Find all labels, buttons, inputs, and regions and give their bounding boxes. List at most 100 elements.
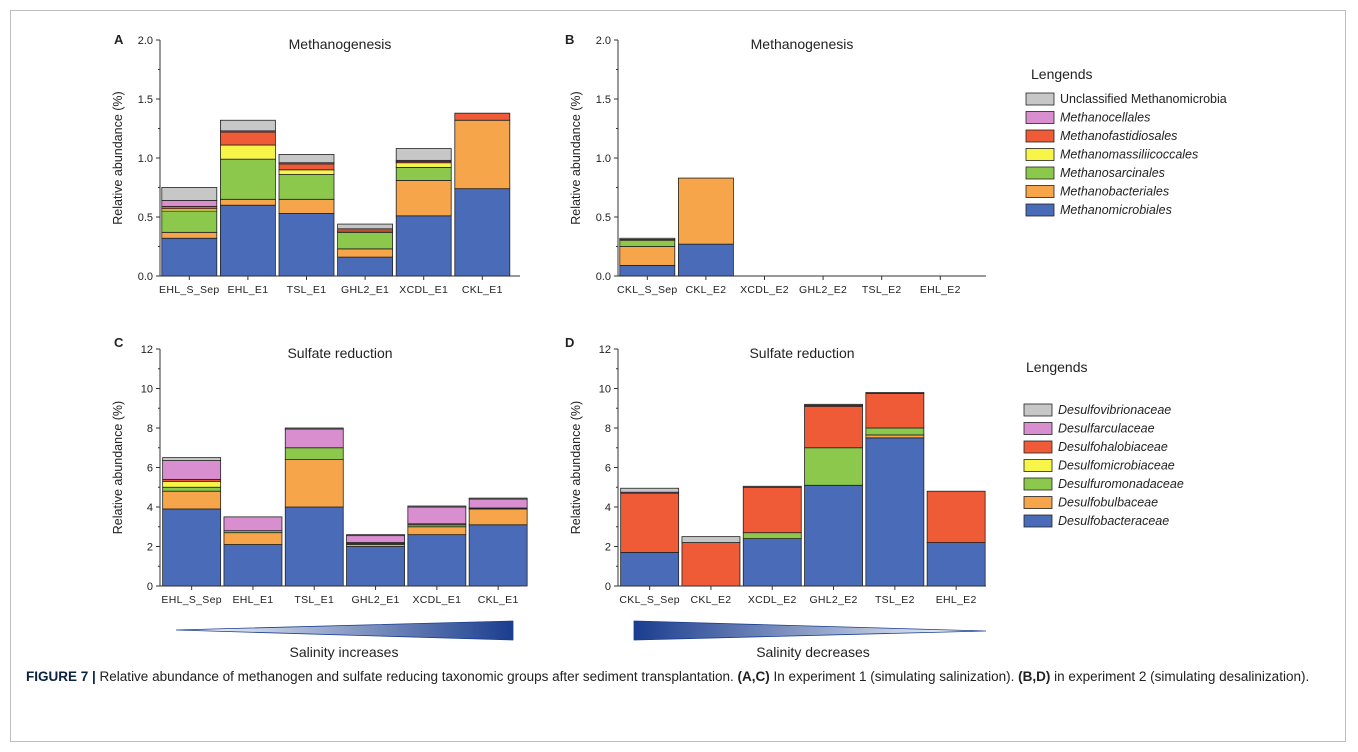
x-tick-label: GHL2_E2: [809, 594, 857, 606]
legend-swatch-methanobacteriales: [1025, 185, 1055, 198]
legend-swatch-unclassified-methanomicrobia: [1025, 92, 1055, 106]
methanogen-legend: Lengends Unclassified Methanomicrobia Meth…: [1025, 66, 1227, 217]
bar-segment-unclassified-methanomicrobia-tsl-e1: [278, 154, 335, 164]
legend-swatch-desulfobulbaceae: [1023, 496, 1053, 509]
bar-segment-desulfobacteraceae-xcdl-e1: [407, 534, 467, 587]
bar-segment-desulfobacteraceae-ckl-e1: [468, 524, 528, 587]
y-axis-label: Relative abundance (%): [569, 91, 583, 224]
bar-segment-methanomicrobiales-tsl-e1: [278, 213, 335, 277]
bar-segment-unclassified-methanomicrobia-xcdl-e1: [395, 148, 452, 161]
bar-segment-methanofastidiosales-tsl-e1: [278, 163, 335, 171]
y-tick-label: 2: [605, 542, 611, 554]
x-tick-label: TSL_E2: [862, 284, 902, 296]
legend-item-methanomicrobiales: Methanomicrobiales: [1060, 203, 1172, 217]
panel-d-sulfate-reduction-chart: D 0 2 4 6 8 10 12 Relative abundance (%) Sulfate …: [565, 335, 986, 606]
panel-c-sulfate-reduction-chart: C 0 2 4 6 8 10 12 Relative abundance (%) Sulfate …: [111, 335, 528, 606]
bar-segment-methanobacteriales-ghl2-e1: [337, 248, 394, 258]
legend-title: Lengends: [1026, 359, 1088, 375]
panel-letter: B: [565, 32, 574, 47]
x-tick-label: CKL_S_Sep: [617, 284, 678, 296]
y-tick-label: 2: [147, 542, 153, 554]
legend-swatch-desulfarculaceae: [1023, 422, 1053, 435]
bar-segment-desulfobacteraceae-ckl-s-sep: [620, 552, 680, 587]
x-tick-label: GHL2_E1: [341, 284, 389, 296]
bar-segment-methanosarcinales-xcdl-e1: [395, 167, 452, 181]
legend-item-unclassified-methanomicrobia: Unclassified Methanomicrobia: [1060, 92, 1227, 106]
bar-segment-desulfovibrionaceae-ehl-s-sep: [162, 457, 222, 461]
legend-swatch-methanomicrobiales: [1025, 203, 1055, 217]
bar-segment-desulfovibrionaceae-ckl-s-sep: [620, 487, 680, 493]
legend-item-desulfobacteraceae: Desulfobacteraceae: [1058, 514, 1169, 528]
bar-segment-methanosarcinales-ckl-s-sep: [619, 240, 676, 247]
x-tick-label: GHL2_E1: [351, 594, 399, 606]
salinity-decreases-wedge: [633, 620, 987, 641]
salinity-increases-wedge: [175, 620, 514, 641]
bar-segment-desulfarculaceae-xcdl-e1: [407, 506, 467, 525]
x-tick-label: TSL_E1: [287, 284, 327, 296]
caption-ref-bd: (B,D): [1018, 669, 1051, 684]
legend-item-desulfobulbaceae: Desulfobulbaceae: [1058, 496, 1158, 510]
bar-segment-methanobacteriales-ckl-e2: [678, 177, 734, 245]
x-tick-label: EHL_E1: [232, 594, 273, 606]
bar-segment-desulfobacteraceae-ehl-e1: [223, 544, 283, 587]
y-tick-label: 1.0: [138, 153, 153, 165]
bar-segment-desulfobacteraceae-ghl2-e1: [346, 546, 405, 587]
bar-segment-desulfovibrionaceae-tsl-e2: [865, 392, 925, 394]
bar-segment-desulfovibrionaceae-ckl-e2: [681, 536, 741, 543]
bar-segment-methanomassiliicoccales-xcdl-e1: [395, 162, 452, 168]
figure-frame: [10, 10, 1346, 742]
x-tick-label: EHL_S_Sep: [159, 284, 220, 296]
bar-segment-desulfarculaceae-ckl-e1: [468, 498, 528, 509]
bar-segment-methanomassiliicoccales-ehl-e1: [219, 144, 276, 160]
bar-segment-desulfomicrobiaceae-ehl-s-sep: [162, 480, 222, 488]
chart-title: Sulfate reduction: [749, 345, 854, 361]
legend-item-methanobacteriales: Methanobacteriales: [1060, 185, 1169, 199]
legend-item-desulfuromonadaceae: Desulfuromonadaceae: [1058, 477, 1184, 491]
x-tick-label: XCDL_E2: [740, 284, 789, 296]
bar-segment-methanomicrobiales-ghl2-e1: [337, 256, 394, 277]
legend-item-methanosarcinales: Methanosarcinales: [1060, 166, 1165, 180]
bar-segment-desulfohalobiaceae-tsl-e2: [865, 393, 925, 429]
bar-segment-desulfuromonadaceae-tsl-e2: [865, 427, 925, 436]
bar-segment-desulfovibrionaceae-xcdl-e1: [407, 505, 467, 508]
bar-segment-desulfohalobiaceae-xcdl-e2: [742, 486, 802, 534]
salinity-increases-label: Salinity increases: [290, 644, 399, 660]
y-tick-label: 1.5: [596, 94, 611, 106]
bar-segment-methanobacteriales-tsl-e1: [278, 198, 335, 214]
y-tick-label: 0.5: [596, 212, 611, 224]
bar-segment-desulfobacteraceae-xcdl-e2: [742, 538, 802, 587]
panel-letter: C: [114, 335, 124, 350]
x-tick-label: XCDL_E2: [748, 594, 797, 606]
y-tick-label: 4: [147, 502, 153, 514]
legend-swatch-desulfobacteraceae: [1023, 514, 1053, 528]
bar-segment-desulfobulbaceae-ckl-e1: [468, 508, 528, 526]
bar-segment-desulfarculaceae-tsl-e1: [284, 428, 344, 449]
x-tick-label: EHL_S_Sep: [161, 594, 222, 606]
legend-swatch-methanomassiliicoccales: [1025, 148, 1055, 161]
bar-segment-methanosarcinales-ehl-e1: [219, 158, 276, 200]
bar-segment-methanomicrobiales-ckl-e2: [678, 243, 734, 277]
bar-segment-unclassified-methanomicrobia-ehl-s-sep: [161, 187, 218, 201]
salinity-decreases-label: Salinity decreases: [756, 644, 870, 660]
legend-title: Lengends: [1031, 66, 1093, 82]
bar-segment-methanobacteriales-ckl-e1: [454, 119, 511, 190]
legend-item-methanocellales: Methanocellales: [1060, 111, 1150, 125]
caption-text-2: In experiment 1 (simulating salinization…: [769, 669, 1019, 684]
y-tick-label: 0.0: [138, 271, 153, 283]
bar-segment-unclassified-methanomicrobia-ghl2-e1: [337, 223, 394, 230]
bar-segment-methanomicrobiales-ehl-s-sep: [161, 237, 218, 277]
caption-label: FIGURE 7 |: [26, 669, 96, 684]
x-tick-label: TSL_E1: [294, 594, 334, 606]
legend-swatch-desulfohalobiaceae: [1023, 440, 1053, 454]
bar-segment-unclassified-methanomicrobia-ckl-s-sep: [619, 237, 676, 240]
sulfate-legend: Lengends Desulfovibrionaceae Desulfarculac…: [1023, 359, 1184, 528]
legend-item-methanofastidiosales: Methanofastidiosales: [1060, 129, 1177, 143]
y-tick-label: 2.0: [138, 35, 153, 47]
panel-letter: A: [114, 32, 124, 47]
x-tick-label: XCDL_E1: [399, 284, 448, 296]
x-tick-label: CKL_E2: [685, 284, 726, 296]
bar-segment-methanomassiliicoccales-tsl-e1: [278, 169, 335, 175]
bar-segment-desulfarculaceae-ghl2-e1: [346, 535, 405, 543]
bar-segment-desulfobacteraceae-tsl-e1: [284, 506, 344, 587]
